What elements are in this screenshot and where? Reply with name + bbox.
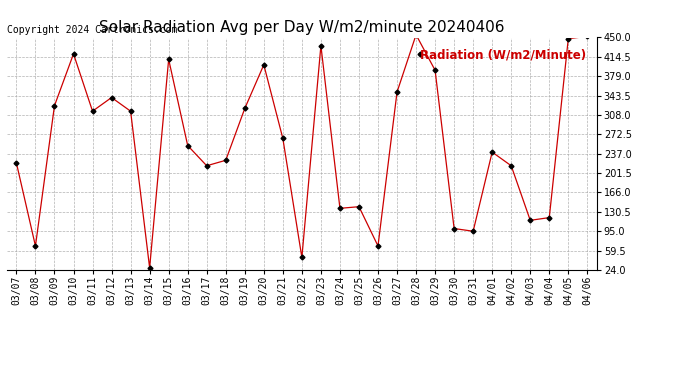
Legend: Radiation (W/m2/Minute): Radiation (W/m2/Minute): [415, 44, 591, 66]
Radiation (W/m2/Minute): [241, 106, 249, 111]
Radiation (W/m2/Minute): [507, 164, 515, 168]
Radiation (W/m2/Minute): [88, 109, 97, 113]
Radiation (W/m2/Minute): [203, 164, 211, 168]
Radiation (W/m2/Minute): [221, 158, 230, 162]
Line: Radiation (W/m2/Minute): Radiation (W/m2/Minute): [14, 33, 589, 270]
Radiation (W/m2/Minute): [469, 229, 477, 234]
Radiation (W/m2/Minute): [259, 63, 268, 67]
Radiation (W/m2/Minute): [336, 206, 344, 211]
Radiation (W/m2/Minute): [564, 36, 573, 41]
Radiation (W/m2/Minute): [412, 33, 420, 37]
Radiation (W/m2/Minute): [393, 90, 401, 94]
Radiation (W/m2/Minute): [450, 226, 458, 231]
Radiation (W/m2/Minute): [164, 57, 172, 62]
Radiation (W/m2/Minute): [355, 204, 363, 209]
Radiation (W/m2/Minute): [431, 68, 440, 72]
Text: Copyright 2024 Cartronics.com: Copyright 2024 Cartronics.com: [7, 25, 177, 35]
Radiation (W/m2/Minute): [108, 95, 116, 100]
Radiation (W/m2/Minute): [126, 109, 135, 113]
Radiation (W/m2/Minute): [279, 136, 287, 141]
Radiation (W/m2/Minute): [583, 34, 591, 39]
Radiation (W/m2/Minute): [317, 44, 325, 48]
Radiation (W/m2/Minute): [184, 143, 192, 148]
Title: Solar Radiation Avg per Day W/m2/minute 20240406: Solar Radiation Avg per Day W/m2/minute …: [99, 20, 504, 35]
Radiation (W/m2/Minute): [545, 215, 553, 220]
Radiation (W/m2/Minute): [12, 161, 21, 165]
Radiation (W/m2/Minute): [374, 244, 382, 248]
Radiation (W/m2/Minute): [31, 244, 39, 248]
Radiation (W/m2/Minute): [50, 104, 59, 108]
Radiation (W/m2/Minute): [146, 266, 154, 270]
Radiation (W/m2/Minute): [526, 218, 534, 223]
Radiation (W/m2/Minute): [298, 255, 306, 260]
Radiation (W/m2/Minute): [488, 150, 496, 154]
Radiation (W/m2/Minute): [70, 52, 78, 56]
